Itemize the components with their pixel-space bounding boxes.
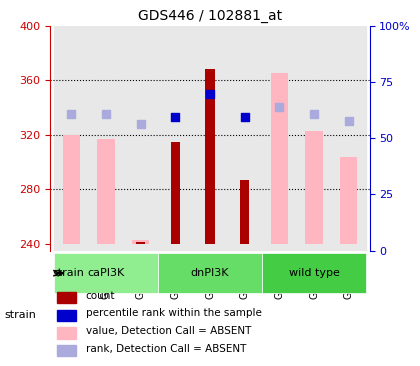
Bar	[97, 139, 115, 244]
Text: value, Detection Call = ABSENT: value, Detection Call = ABSENT	[86, 326, 251, 336]
Text: strain: strain	[52, 268, 84, 278]
Bar	[57, 345, 76, 356]
Point	[102, 111, 109, 117]
Bar	[227, 26, 262, 251]
Bar	[297, 26, 331, 251]
Bar	[132, 240, 149, 244]
Text: strain: strain	[4, 310, 36, 320]
Text: rank, Detection Call = ABSENT: rank, Detection Call = ABSENT	[86, 344, 246, 354]
Bar	[262, 26, 297, 251]
Bar	[123, 26, 158, 251]
Bar	[271, 73, 288, 244]
Bar	[57, 327, 76, 339]
FancyBboxPatch shape	[262, 253, 366, 294]
Bar	[158, 26, 193, 251]
Bar	[305, 131, 323, 244]
Bar	[57, 292, 76, 303]
Bar	[340, 157, 357, 244]
Point	[276, 105, 283, 111]
Bar	[331, 26, 366, 251]
Point	[345, 118, 352, 124]
Point	[172, 114, 178, 120]
Title: GDS446 / 102881_at: GDS446 / 102881_at	[138, 9, 282, 23]
FancyBboxPatch shape	[158, 253, 262, 294]
Bar	[57, 310, 76, 321]
Text: count: count	[86, 291, 115, 300]
Point	[207, 91, 213, 97]
Point	[68, 111, 75, 117]
Text: dnPI3K: dnPI3K	[191, 268, 229, 278]
Point	[241, 114, 248, 120]
Point	[311, 111, 318, 117]
Text: percentile rank within the sample: percentile rank within the sample	[86, 308, 261, 318]
Bar	[136, 243, 145, 244]
Bar	[54, 26, 89, 251]
Text: wild type: wild type	[289, 268, 339, 278]
FancyBboxPatch shape	[54, 253, 158, 294]
Bar	[171, 142, 180, 244]
Bar	[89, 26, 123, 251]
Bar	[240, 180, 249, 244]
Bar	[205, 69, 215, 244]
Point	[137, 121, 144, 127]
Bar	[63, 135, 80, 244]
Text: caPI3K: caPI3K	[87, 268, 125, 278]
Bar	[193, 26, 227, 251]
